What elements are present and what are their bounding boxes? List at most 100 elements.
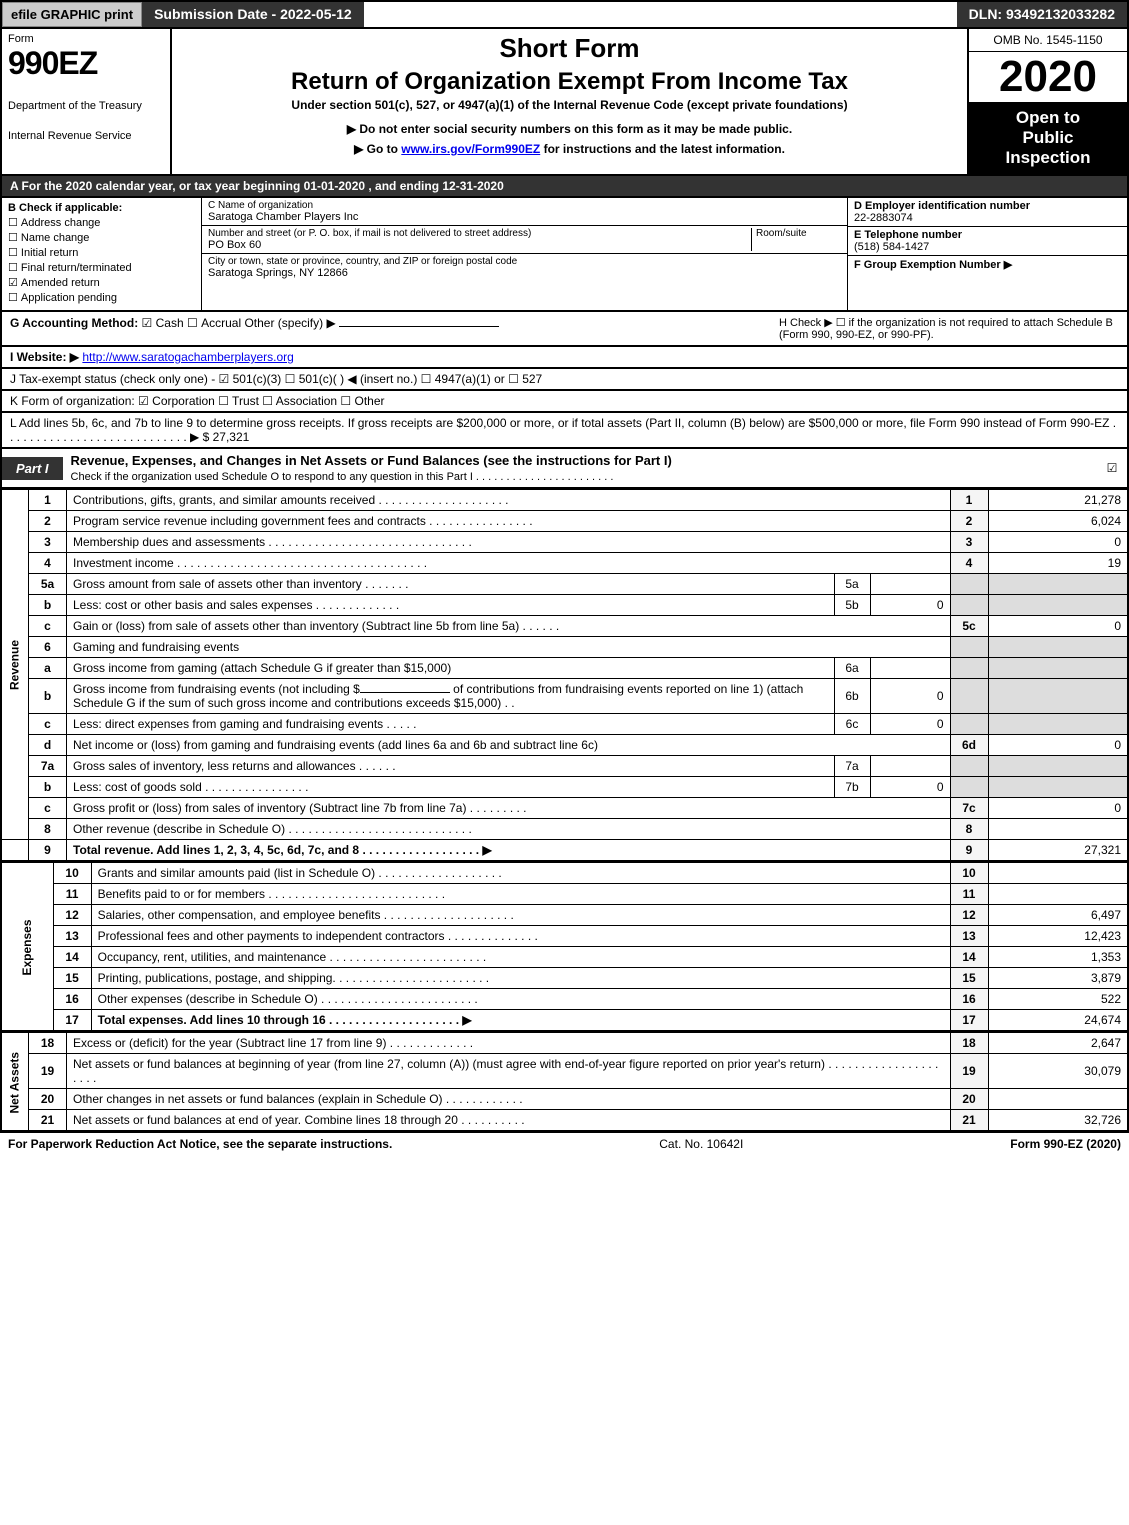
line-10-ln: 10 — [950, 863, 988, 884]
part-i-header: Part I Revenue, Expenses, and Changes in… — [0, 449, 1129, 489]
line-21-amt: 32,726 — [988, 1110, 1128, 1132]
line-5a-num: 5a — [29, 574, 67, 595]
footer-left: For Paperwork Reduction Act Notice, see … — [8, 1137, 392, 1151]
line-1-ln: 1 — [950, 490, 988, 511]
row-l-gross-receipts: L Add lines 5b, 6c, and 7b to line 9 to … — [0, 413, 1129, 449]
line-2-num: 2 — [29, 511, 67, 532]
chk-amended-return[interactable]: ☑ Amended return — [8, 276, 195, 289]
revenue-table: Revenue 1 Contributions, gifts, grants, … — [0, 489, 1129, 862]
line-7a-amt-shade — [988, 756, 1128, 777]
g-other[interactable]: Other (specify) ▶ — [244, 316, 335, 330]
d-ein-label: D Employer identification number — [854, 200, 1121, 212]
line-18-desc: Excess or (deficit) for the year (Subtra… — [67, 1033, 951, 1054]
line-12-num: 12 — [53, 905, 91, 926]
line-17-desc: Total expenses. Add lines 10 through 16 … — [91, 1010, 950, 1032]
org-street: PO Box 60 — [208, 239, 751, 251]
line-14-num: 14 — [53, 947, 91, 968]
org-city: Saratoga Springs, NY 12866 — [208, 267, 841, 279]
line-5c-amt: 0 — [988, 616, 1128, 637]
part-i-sub: Check if the organization used Schedule … — [71, 471, 614, 483]
line-6-num: 6 — [29, 637, 67, 658]
dln: DLN: 93492132033282 — [957, 2, 1127, 27]
chk-final-return[interactable]: ☐ Final return/terminated — [8, 261, 195, 274]
line-6-amt-shade — [988, 637, 1128, 658]
under-section: Under section 501(c), 527, or 4947(a)(1)… — [180, 98, 959, 112]
header-right: OMB No. 1545-1150 2020 Open to Public In… — [967, 29, 1127, 174]
return-title: Return of Organization Exempt From Incom… — [180, 68, 959, 96]
g-cash[interactable]: Cash — [156, 316, 184, 330]
net-assets-section-label: Net Assets — [1, 1033, 29, 1132]
g-accrual[interactable]: Accrual — [201, 316, 241, 330]
line-21-ln: 21 — [950, 1110, 988, 1132]
l-amount: 27,321 — [213, 430, 250, 444]
short-form-title: Short Form — [180, 33, 959, 64]
c-street-label: Number and street (or P. O. box, if mail… — [208, 228, 751, 239]
goto-line: ▶ Go to www.irs.gov/Form990EZ for instru… — [180, 142, 959, 156]
line-7a-num: 7a — [29, 756, 67, 777]
line-17-num: 17 — [53, 1010, 91, 1032]
f-group-label: F Group Exemption Number ▶ — [854, 258, 1121, 271]
line-9-ln: 9 — [950, 840, 988, 862]
expenses-table: Expenses 10 Grants and similar amounts p… — [0, 862, 1129, 1032]
line-4-amt: 19 — [988, 553, 1128, 574]
line-6a-shade — [950, 658, 988, 679]
block-bcdef: B Check if applicable: ☐ Address change … — [0, 198, 1129, 312]
line-6c-shade — [950, 714, 988, 735]
line-7b-sublbl: 7b — [834, 777, 870, 798]
line-6-desc: Gaming and fundraising events — [67, 637, 951, 658]
line-18-ln: 18 — [950, 1033, 988, 1054]
line-19-amt: 30,079 — [988, 1054, 1128, 1089]
line-9-num: 9 — [29, 840, 67, 862]
line-5a-amt-shade — [988, 574, 1128, 595]
form-number: 990EZ — [8, 45, 164, 82]
line-20-num: 20 — [29, 1089, 67, 1110]
line-2-amt: 6,024 — [988, 511, 1128, 532]
line-7c-ln: 7c — [950, 798, 988, 819]
line-7c-num: c — [29, 798, 67, 819]
l-text: L Add lines 5b, 6c, and 7b to line 9 to … — [10, 416, 1116, 444]
line-6a-subval — [870, 658, 950, 679]
line-6a-num: a — [29, 658, 67, 679]
b-header: B Check if applicable: — [8, 202, 195, 214]
website-link[interactable]: http://www.saratogachamberplayers.org — [82, 350, 293, 364]
submission-date: Submission Date - 2022-05-12 — [142, 2, 364, 27]
line-12-desc: Salaries, other compensation, and employ… — [91, 905, 950, 926]
chk-address-change[interactable]: ☐ Address change — [8, 216, 195, 229]
footer-form: Form 990-EZ (2020) — [1010, 1137, 1121, 1151]
open-line1: Open to — [973, 108, 1123, 128]
chk-initial-return[interactable]: ☐ Initial return — [8, 246, 195, 259]
line-5b-subval: 0 — [870, 595, 950, 616]
part-i-checkbox[interactable]: ☑ — [1097, 461, 1127, 475]
line-14-ln: 14 — [950, 947, 988, 968]
line-20-desc: Other changes in net assets or fund bala… — [67, 1089, 951, 1110]
line-1-num: 1 — [29, 490, 67, 511]
line-7a-subval — [870, 756, 950, 777]
chk-name-change[interactable]: ☐ Name change — [8, 231, 195, 244]
tax-year: 2020 — [969, 52, 1127, 102]
line-7b-subval: 0 — [870, 777, 950, 798]
line-6b-num: b — [29, 679, 67, 714]
i-label: I Website: ▶ — [10, 350, 79, 364]
line-6c-num: c — [29, 714, 67, 735]
line-6c-subval: 0 — [870, 714, 950, 735]
line-11-amt — [988, 884, 1128, 905]
row-g-accounting: G Accounting Method: ☑ Cash ☐ Accrual Ot… — [0, 312, 1129, 347]
part-i-tab: Part I — [2, 457, 63, 480]
form-header: Form 990EZ Department of the Treasury In… — [0, 29, 1129, 176]
line-19-num: 19 — [29, 1054, 67, 1089]
line-15-desc: Printing, publications, postage, and shi… — [91, 968, 950, 989]
line-7c-amt: 0 — [988, 798, 1128, 819]
line-7b-desc: Less: cost of goods sold . . . . . . . .… — [67, 777, 835, 798]
line-8-desc: Other revenue (describe in Schedule O) .… — [67, 819, 951, 840]
line-6b-subval: 0 — [870, 679, 950, 714]
line-17-ln: 17 — [950, 1010, 988, 1032]
line-16-ln: 16 — [950, 989, 988, 1010]
line-7a-shade — [950, 756, 988, 777]
line-16-desc: Other expenses (describe in Schedule O) … — [91, 989, 950, 1010]
efile-print-button[interactable]: efile GRAPHIC print — [2, 2, 142, 27]
line-10-desc: Grants and similar amounts paid (list in… — [91, 863, 950, 884]
line-5a-desc: Gross amount from sale of assets other t… — [67, 574, 835, 595]
chk-application-pending[interactable]: ☐ Application pending — [8, 291, 195, 304]
irs-link[interactable]: www.irs.gov/Form990EZ — [401, 142, 540, 156]
omb-number: OMB No. 1545-1150 — [969, 29, 1127, 52]
